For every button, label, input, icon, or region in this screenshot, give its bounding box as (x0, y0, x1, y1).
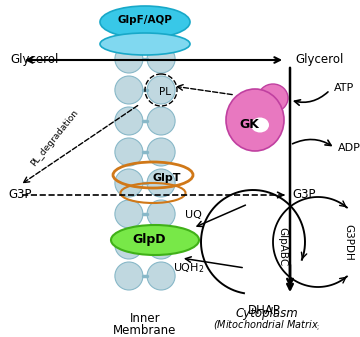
Circle shape (115, 76, 143, 104)
Ellipse shape (100, 6, 190, 38)
Circle shape (115, 200, 143, 228)
Text: ATP: ATP (334, 83, 354, 93)
Circle shape (115, 107, 143, 135)
Text: UQ: UQ (185, 210, 202, 220)
Circle shape (115, 14, 143, 42)
Text: G3P: G3P (292, 188, 315, 202)
Circle shape (115, 231, 143, 259)
Circle shape (147, 76, 175, 104)
Circle shape (147, 200, 175, 228)
Text: PL: PL (159, 87, 171, 97)
Text: GlpF/AQP: GlpF/AQP (118, 15, 172, 25)
Circle shape (115, 138, 143, 166)
Text: GlpT: GlpT (153, 173, 181, 183)
Text: ADP: ADP (338, 143, 360, 153)
Text: GlpABC: GlpABC (277, 227, 287, 267)
Text: UQH$_2$: UQH$_2$ (173, 261, 204, 275)
Circle shape (115, 169, 143, 197)
Text: GlpD: GlpD (132, 234, 166, 246)
Text: Glycerol: Glycerol (295, 54, 343, 66)
Text: (Mitochondrial Matrix$_{;}$: (Mitochondrial Matrix$_{;}$ (213, 318, 321, 334)
Circle shape (115, 45, 143, 73)
Text: DHAP: DHAP (248, 304, 281, 316)
Ellipse shape (100, 33, 190, 55)
Circle shape (115, 262, 143, 290)
Circle shape (147, 231, 175, 259)
Text: G3PDH: G3PDH (343, 224, 353, 261)
Circle shape (147, 262, 175, 290)
Ellipse shape (258, 84, 288, 112)
Ellipse shape (226, 89, 284, 151)
Text: Cytoplasm: Cytoplasm (236, 307, 298, 320)
Text: PL_degradation: PL_degradation (30, 108, 81, 168)
Circle shape (147, 169, 175, 197)
Circle shape (147, 45, 175, 73)
Text: GK: GK (239, 118, 259, 130)
Text: G3P: G3P (8, 188, 32, 202)
Circle shape (147, 14, 175, 42)
Circle shape (147, 138, 175, 166)
Ellipse shape (111, 225, 199, 255)
Text: Membrane: Membrane (113, 324, 177, 337)
Text: Glycerol: Glycerol (10, 54, 58, 66)
Text: Inner: Inner (130, 311, 160, 325)
Circle shape (147, 107, 175, 135)
Ellipse shape (251, 118, 269, 132)
